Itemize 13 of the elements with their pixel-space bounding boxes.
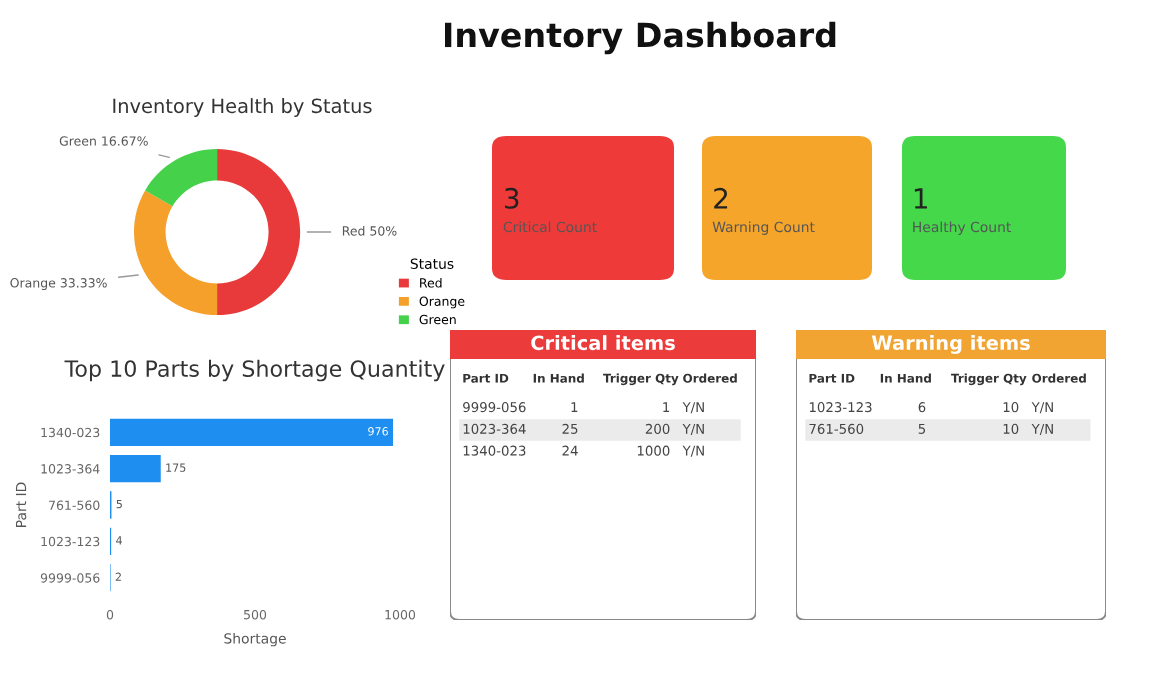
chart-title: Inventory Health by Status [113,98,372,117]
bar [110,455,161,483]
data-label: 3 [505,187,519,209]
data-label: 1 [914,188,927,209]
bar [110,418,394,446]
donut-slice [217,148,301,316]
donut-slice [145,148,218,207]
data-label: 2 [714,187,728,209]
text: Critical items [531,335,675,351]
text: Warning items [871,335,1030,354]
chart-title: Top 10 Parts by Shortage Quantity [64,359,445,382]
donut-slice [134,190,218,316]
text: Inventory Dashboard [445,21,836,55]
